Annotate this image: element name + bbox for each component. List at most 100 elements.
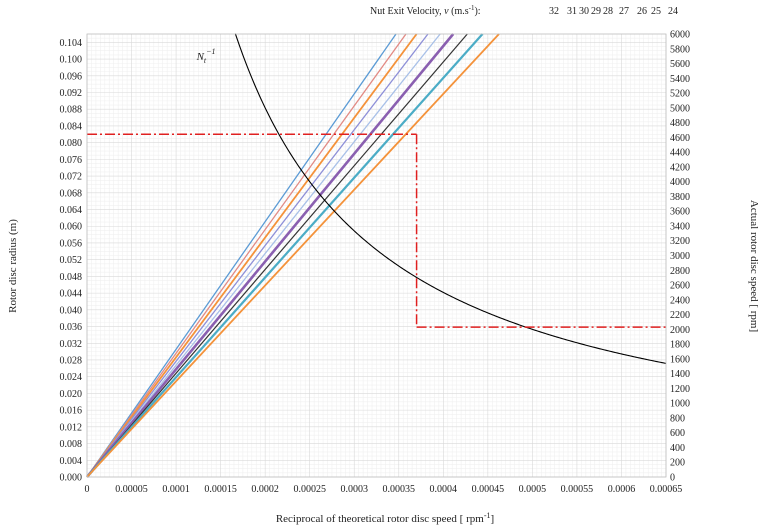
x-tick-label: 0.00035 [383, 484, 416, 495]
annotation-group [87, 133, 666, 328]
x-tick-label: 0.00005 [115, 484, 148, 495]
legend-value-24: 24 [668, 6, 678, 17]
x-axis-label-end: ] [491, 513, 495, 525]
y2-tick-label: 1600 [670, 354, 690, 365]
legend-unit-b: ): [474, 6, 480, 17]
x-tick-label: 0.0003 [340, 484, 368, 495]
legend-value-27: 27 [619, 6, 629, 17]
y-tick-label: 0.088 [60, 105, 83, 116]
y2-tick-label: 1000 [670, 399, 690, 410]
y2-axis-label: Actual rotor disc speed [ rpm] [748, 200, 760, 332]
y2-tick-label: 4400 [670, 148, 690, 159]
y-tick-label: 0.044 [60, 289, 83, 300]
legend-unit-a: (m.s [449, 6, 469, 17]
y2-tick-label: 1800 [670, 340, 690, 351]
x-axis-label-sup: -1 [484, 511, 491, 520]
x-axis-label: Reciprocal of theoretical rotor disc spe… [276, 511, 494, 525]
y2-tick-label: 3000 [670, 251, 690, 262]
velocity-line-30 [86, 33, 418, 478]
plot-frame [86, 33, 667, 478]
y-tick-label: 0.096 [60, 71, 83, 82]
y2-tick-label: 4600 [670, 133, 690, 144]
y-tick-label: 0.052 [60, 255, 83, 266]
y-tick-label: 0.028 [60, 355, 83, 366]
velocity-line-28 [86, 33, 441, 478]
y2-tick-label: 600 [670, 428, 685, 439]
legend-value-28: 28 [603, 6, 613, 17]
x-tick-label: 0.00045 [472, 484, 505, 495]
curve-label-sub: t [204, 56, 207, 65]
x-tick-label: 0.00055 [561, 484, 594, 495]
y2-tick-label: 5600 [670, 59, 690, 70]
y-tick-label: 0.000 [60, 473, 83, 484]
x-tick-label: 0.0005 [519, 484, 547, 495]
y2-tick-label: 2800 [670, 266, 690, 277]
y-tick-label: 0.004 [60, 456, 83, 467]
legend-value-25: 25 [651, 6, 661, 17]
y-tick-label: 0.080 [60, 138, 83, 149]
y2-tick-label: 4800 [670, 118, 690, 129]
tick-labels: 0 0.00005 0.0001 0.00015 0.0002 0.00025 0.0003… [60, 30, 691, 496]
y-tick-label: 0.032 [60, 339, 83, 350]
y2-tick-label: 4000 [670, 177, 690, 188]
velocity-line-29 [86, 33, 429, 478]
y-tick-label: 0.104 [60, 38, 83, 49]
y-tick-label: 0.040 [60, 305, 83, 316]
y2-tick-label: 3200 [670, 236, 690, 247]
velocity-line-25 [86, 33, 484, 478]
y-tick-label: 0.048 [60, 272, 83, 283]
velocity-line-24 [86, 33, 500, 478]
y2-tick-label: 3400 [670, 221, 690, 232]
y-tick-label: 0.008 [60, 439, 83, 450]
reciprocal-curve [234, 33, 667, 364]
y2-tick-label: 3800 [670, 192, 690, 203]
x-tick-label: 0 [85, 484, 90, 495]
x-tick-label: 0.00015 [204, 484, 237, 495]
legend-value-29: 29 [591, 6, 601, 17]
x-tick-label: 0.0001 [162, 484, 190, 495]
y-tick-label: 0.068 [60, 188, 83, 199]
x-tick-label: 0.0004 [430, 484, 458, 495]
y-tick-label: 0.036 [60, 322, 83, 333]
y-tick-label: 0.072 [60, 172, 83, 183]
series-group [85, 33, 500, 478]
y2-tick-label: 800 [670, 413, 685, 424]
y2-tick-label: 5200 [670, 89, 690, 100]
legend-var: v [444, 6, 449, 17]
y-tick-label: 0.100 [60, 55, 83, 66]
y2-tick-label: 1400 [670, 369, 690, 380]
y2-tick-label: 2600 [670, 281, 690, 292]
y2-tick-label: 4200 [670, 162, 690, 173]
legend-unit-sup: -1 [469, 4, 475, 12]
curve-label-sup: −1 [206, 47, 215, 56]
legend-value-26: 26 [637, 6, 647, 17]
reciprocal-curve-group [234, 33, 667, 364]
y-tick-label: 0.076 [60, 155, 83, 166]
y2-tick-label: 2200 [670, 310, 690, 321]
legend-value-32: 32 [549, 6, 559, 17]
curve-label: Nt−1 [196, 47, 216, 65]
x-axis-label-main: Reciprocal of theoretical rotor disc spe… [276, 513, 484, 525]
y-axis-label: Rotor disc radius (m) [7, 219, 19, 313]
y2-tick-label: 0 [670, 473, 675, 484]
legend-value-31: 31 [567, 6, 577, 17]
legend-value-30: 30 [579, 6, 589, 17]
y-tick-label: 0.024 [60, 372, 83, 383]
y2-tick-label: 1200 [670, 384, 690, 395]
velocity-line-31 [86, 33, 407, 478]
y-tick-label: 0.056 [60, 238, 83, 249]
y2-tick-label: 2400 [670, 295, 690, 306]
y2-tick-label: 2000 [670, 325, 690, 336]
curve-label-main: N [196, 51, 205, 63]
y2-tick-label: 5000 [670, 103, 690, 114]
x-tick-label: 0.0002 [251, 484, 279, 495]
y-tick-label: 0.020 [60, 389, 83, 400]
y-tick-label: 0.060 [60, 222, 83, 233]
legend-prefix: Nut Exit Velocity, [370, 6, 444, 17]
y-tick-label: 0.012 [60, 422, 83, 433]
legend-values: 32 31 30 29 28 27 26 25 24 [549, 6, 678, 17]
velocity-line-27 [85, 33, 455, 478]
x-tick-label: 0.00025 [293, 484, 326, 495]
y-tick-label: 0.064 [60, 205, 83, 216]
